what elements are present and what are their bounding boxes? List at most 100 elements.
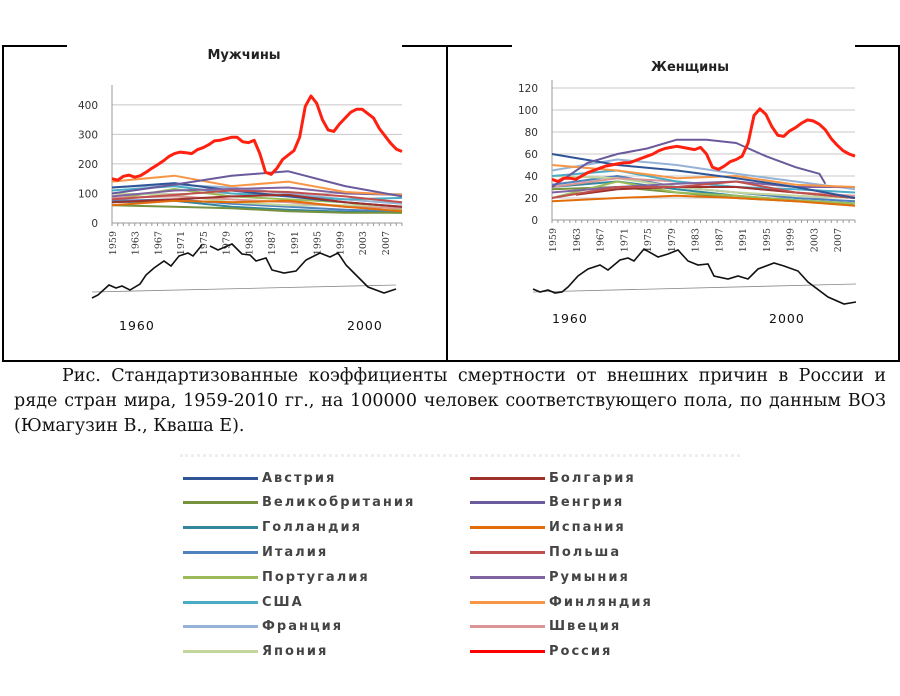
x-tick-label: 1999 [786,228,797,252]
legend-label: Россия [549,644,613,660]
legend-swatch [470,526,545,530]
series-line-Болгария [111,193,403,208]
legend-label: Испания [549,520,626,536]
legend-swatch [183,575,258,579]
series-line-Франция [551,158,856,191]
chart-men: Мужчины 0 100 200 300 400 1959 1963 1967 1971 1975… [78,48,403,333]
legend-label: США [262,594,304,610]
x-tick-label: 2007 [833,228,844,252]
legend-top-dots [180,454,740,457]
chart-title: Мужчины [207,48,280,63]
x-tick-label: 1963 [572,228,583,252]
legend-item: Португалия [183,567,370,587]
legend-swatch [470,550,545,554]
x-tick-label: 1983 [691,228,702,252]
legend-label: Венгрия [549,495,625,511]
series-line-Финляндия [551,164,856,188]
legend-swatch [470,600,545,604]
chart-panel-men: Мужчины 0 100 200 300 400 1959 1963 1967 1971 1975… [2,45,448,362]
legend-label: Великобритания [262,495,416,511]
legend-item: Румыния [470,567,630,587]
cycle-year-label: 2000 [347,318,383,333]
cycle-trend-line [91,284,397,293]
x-tick-label: 1991 [738,228,749,252]
x-tick-label: 1971 [176,231,187,255]
x-tick-label: 2003 [809,228,820,252]
caption-text: Стандартизованные коэффициенты смертност… [14,366,886,436]
series-line-Испания [111,199,403,213]
y-tick-label: 0 [91,218,98,230]
legend-swatch [470,575,545,579]
legend-swatch [470,501,545,505]
legend-swatch [183,600,258,604]
series-line-Румыния [111,186,403,198]
legend-item: Болгария [470,468,636,488]
series-line-Польша [551,180,856,199]
legend-label: Болгария [549,470,636,486]
chart-women: Женщины 0 20 40 60 80 100 120 1959 1963 1967 1971 19… [518,60,857,326]
legend-swatch [183,625,258,629]
legend-item: Австрия [183,468,336,488]
x-tick-label: 1995 [762,228,773,252]
legend-item: Италия [183,542,328,562]
legend-swatch [183,550,258,554]
legend-item: Голландия [183,518,362,538]
x-tick-label: 2007 [381,231,392,255]
cycle-curve [91,243,397,299]
legend-label: Португалия [262,569,370,585]
caption-prefix: Рис. [62,366,101,386]
y-tick-label: 20 [525,193,538,205]
legend-item: Венгрия [470,493,624,513]
y-tick-label: 80 [525,127,538,139]
cycle-year-label: 1960 [119,318,155,333]
legend-item: Польша [470,542,621,562]
legend-swatch [470,625,545,629]
series-line-Россия [111,94,403,182]
legend-swatch [183,650,258,654]
cycle-year-label: 2000 [769,311,805,326]
x-tick-label: 1963 [131,231,142,255]
legend-label: Швеция [549,619,622,635]
legend-item: Швеция [470,617,621,637]
legend-swatch [183,526,258,530]
x-tick-label: 1991 [290,231,301,255]
x-tick-label: 1967 [596,228,607,252]
x-tick-label: 1975 [199,231,210,255]
legend-label: Япония [262,644,329,660]
y-tick-label: 300 [78,129,98,141]
x-tick-label: 1971 [619,228,630,252]
y-tick-label: 400 [78,100,98,112]
legend-label: Румыния [549,569,630,585]
y-tick-label: 0 [531,215,538,227]
series-line-Венгрия [111,170,403,198]
y-tick-label: 200 [78,159,98,171]
legend-swatch [183,476,258,480]
y-tick-label: 40 [525,171,538,183]
legend-label: Франция [262,619,344,635]
x-tick-label: 1967 [153,231,164,255]
cycle-trend-line [532,283,857,293]
legend-item: Финляндия [470,592,653,612]
series-line-Япония [551,175,856,199]
legend-item: США [183,592,304,612]
legend-label: Австрия [262,470,337,486]
series-line-Испания [551,194,856,207]
cycle-curve [532,247,857,305]
legend-item: Испания [470,518,626,538]
x-tick-label: 1995 [313,231,324,255]
legend-item: Великобритания [183,493,415,513]
cycle-year-label: 1960 [552,311,588,326]
series-line-Венгрия [551,138,827,188]
chart-panel-women: Женщины 0 20 40 60 80 100 120 1959 1963 1967 1971 19… [446,45,900,362]
figure-caption: Рис. Стандартизованные коэффициенты смер… [14,364,886,439]
y-tick-label: 120 [518,83,538,95]
y-tick-label: 100 [518,105,538,117]
legend-item: Россия [470,642,612,662]
x-tick-label: 2003 [358,231,369,255]
y-tick-label: 60 [525,149,538,161]
series-line-Польша [111,189,403,204]
x-tick-label: 1979 [222,231,233,255]
x-tick-label: 1987 [714,228,725,252]
legend-label: Финляндия [549,594,653,610]
x-tick-label: 1987 [267,231,278,255]
